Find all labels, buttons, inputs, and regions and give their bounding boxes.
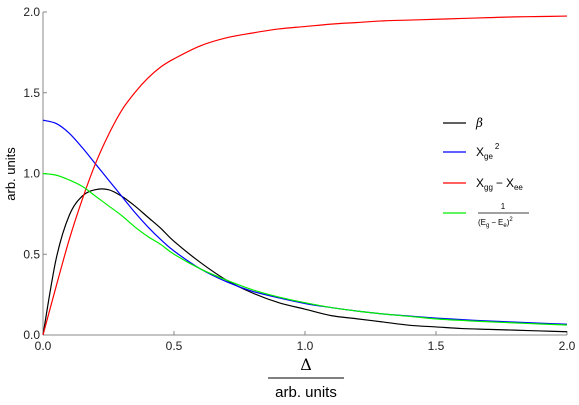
x-axis-label-numerator: Δ <box>300 355 312 374</box>
x-axis-label-denominator: arb. units <box>275 384 337 401</box>
legend: β Xge2 Xgg − Xee 1 (Eg − Ee)2 <box>443 116 529 229</box>
y-tick-label: 1.5 <box>23 86 40 100</box>
y-tick-label: 1.0 <box>23 167 40 181</box>
series-line-beta <box>42 188 568 336</box>
y-tick-label: 0.5 <box>23 247 40 261</box>
y-ticks: 0.0 0.5 1.0 1.5 2.0 <box>23 5 47 342</box>
y-tick-label: 2.0 <box>23 5 40 19</box>
series-group <box>42 15 568 336</box>
legend-label-xge2: Xge2 <box>476 142 500 161</box>
y-axis-label: arb. units <box>3 147 18 201</box>
legend-item-xgg-minus-xee: Xgg − Xee <box>443 176 523 192</box>
series-line-xge2 <box>42 119 568 325</box>
x-tick-label: 1.5 <box>428 339 445 353</box>
y-tick-label: 0.0 <box>23 328 40 342</box>
legend-label-beta: β <box>475 116 483 130</box>
x-tick-label: 0.0 <box>35 339 52 353</box>
legend-label-inverse-energy-numerator: 1 <box>501 202 506 211</box>
legend-item-beta: β <box>443 116 483 130</box>
legend-item-xge2: Xge2 <box>443 142 500 161</box>
legend-label-inverse-energy-denominator: (Eg − Ee)2 <box>478 217 513 229</box>
x-ticks: 0.0 0.5 1.0 1.5 2.0 <box>35 331 576 353</box>
x-tick-label: 1.0 <box>297 339 314 353</box>
legend-label-xgg-minus-xee: Xgg − Xee <box>476 176 523 192</box>
x-tick-label: 0.5 <box>166 339 183 353</box>
x-tick-label: 2.0 <box>559 339 576 353</box>
series-line-xgg-minus-xee <box>42 15 568 336</box>
series-line-inverse-energy <box>42 172 568 326</box>
legend-item-inverse-energy: 1 (Eg − Ee)2 <box>443 202 529 229</box>
